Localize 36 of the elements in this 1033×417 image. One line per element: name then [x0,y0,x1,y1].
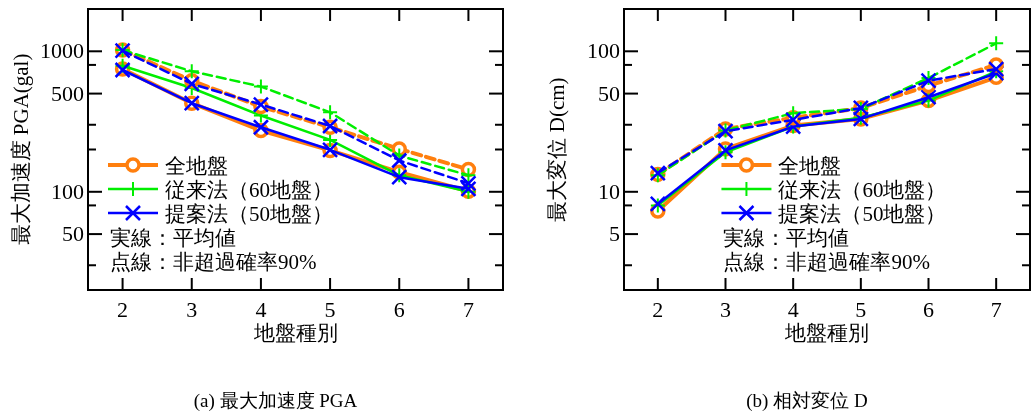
x-axis-title: 地盤種別 [252,321,338,345]
legend-label: 全地盤 [778,154,842,178]
y-tick-label: 10 [598,178,620,204]
x-tick-label: 3 [720,297,731,322]
y-tick-label: 100 [51,178,84,204]
y-tick-label: 50 [62,221,84,247]
x-tick-label: 2 [117,297,129,322]
annotation: 点線：非超過確率90% [723,250,930,274]
y-tick-label: 100 [587,38,620,64]
x-tick-label: 2 [652,297,664,322]
x-tick-label: 5 [324,297,336,322]
text: (b) 相対変位 D [746,390,868,412]
x-tick-label: 5 [855,297,867,322]
text: (a) 最大加速度 PGA [193,390,358,412]
y-axis-title: 最大加速度 PGA(gal) [9,53,33,246]
x-tick-label: 3 [186,297,198,322]
annotation: 実線：平均値 [723,226,850,250]
legend-label: 提案法（50地盤） [165,202,333,226]
x-axis-title: 地盤種別 [784,321,869,345]
legend-label: 従来法（60地盤） [778,178,947,202]
x-tick-label: 6 [393,297,405,322]
x-tick-label: 7 [462,297,474,322]
x-tick-label: 4 [255,297,267,322]
y-axis-title: 最大変位 D(cm) [545,77,569,222]
annotation: 実線：平均値 [110,226,236,250]
y-tick-label: 500 [51,80,84,106]
x-tick-label: 7 [990,297,1002,322]
annotation: 点線：非超過確率90% [110,250,317,274]
legend-label: 全地盤 [165,154,228,178]
y-tick-label: 5 [609,221,620,247]
legend-label: 提案法（50地盤） [778,202,947,226]
y-tick-label: 1000 [40,38,84,64]
y-tick-label: 50 [598,80,620,106]
x-tick-label: 4 [787,297,799,322]
x-tick-label: 6 [923,297,934,322]
legend-label: 従来法（60地盤） [165,178,333,202]
